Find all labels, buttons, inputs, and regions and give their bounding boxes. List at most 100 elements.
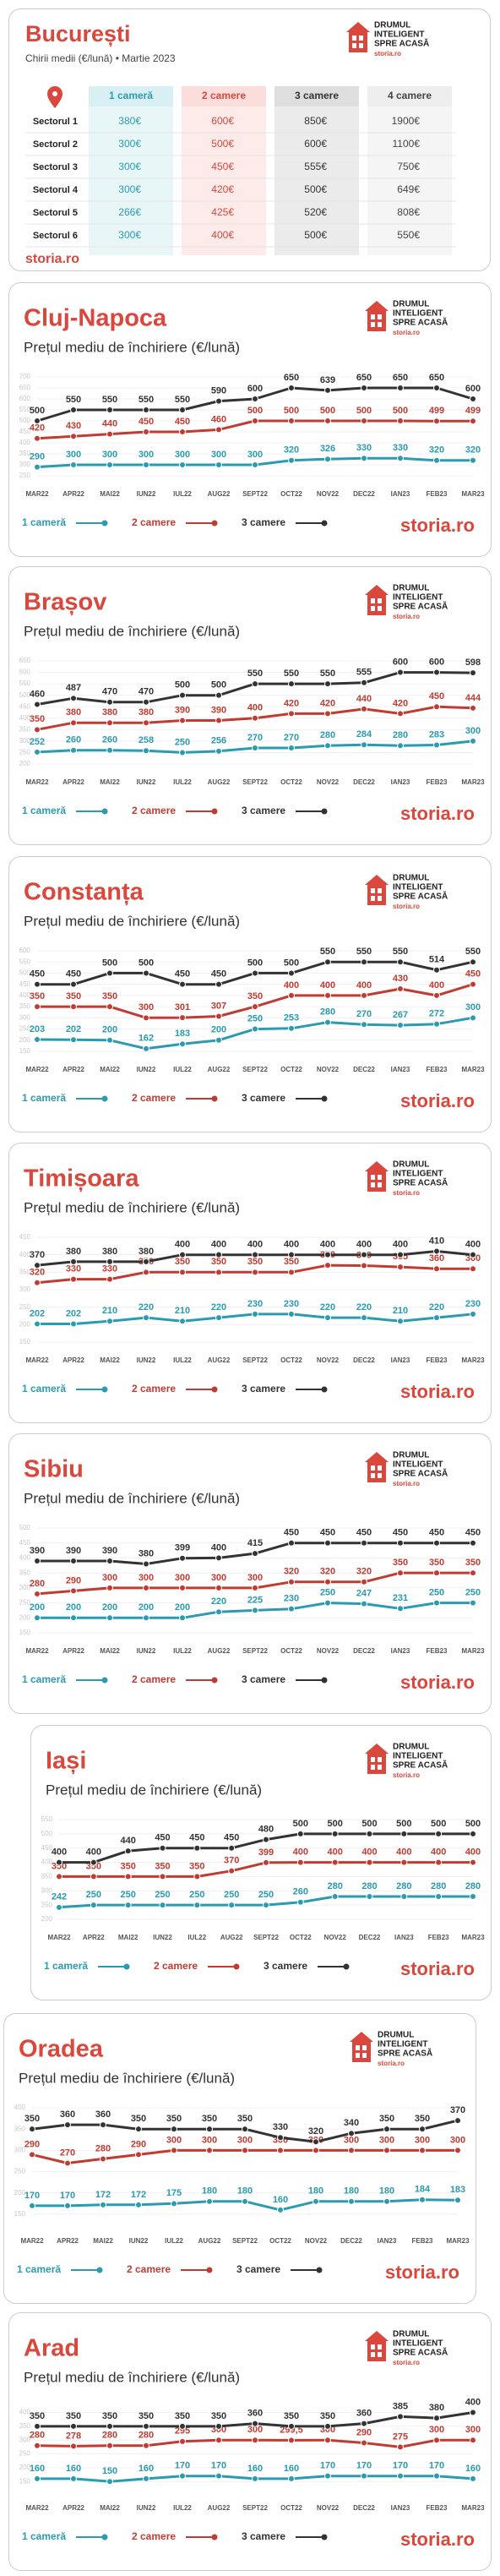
data-label: 284 (356, 729, 372, 740)
data-point (124, 1873, 132, 1880)
data-label: 450 (189, 1833, 204, 1843)
logo-small: storia.ro (393, 903, 420, 910)
data-point (433, 1247, 440, 1255)
data-label: 160 (66, 2464, 81, 2474)
data-label: 160 (247, 2464, 263, 2474)
data-point (470, 704, 476, 712)
data-point (179, 1554, 186, 1562)
data-label: 300 (211, 1573, 226, 1583)
x-tick-label: MAI22 (100, 1647, 120, 1655)
pin-dot (52, 91, 57, 96)
data-point (252, 1584, 258, 1591)
row-label: Sectorul 3 (33, 162, 78, 172)
legend-label: 2 camere (132, 1383, 176, 1394)
data-point (106, 2478, 113, 2486)
y-tick-label: 500 (19, 1524, 31, 1531)
x-tick-label: SEPT22 (242, 2504, 268, 2512)
data-label: 499 (429, 406, 444, 416)
data-point (435, 1858, 443, 1866)
row-label: Sectorul 6 (33, 231, 78, 241)
data-point (433, 1539, 440, 1547)
data-point (135, 2126, 142, 2133)
data-point (179, 717, 186, 724)
data-point (324, 991, 331, 999)
x-tick-label: IUN22 (137, 778, 156, 786)
logo-tagline: DRUMUL (393, 1743, 429, 1752)
x-tick-label: MAR22 (25, 2504, 49, 2512)
data-label: 590 (211, 386, 226, 396)
logo-tagline: INTELIGENT (393, 883, 443, 892)
x-tick-label: NOV22 (324, 1934, 347, 1941)
data-point (179, 2437, 186, 2445)
y-tick-label: 250 (41, 1901, 53, 1908)
data-label: 350 (429, 1558, 444, 1568)
data-label: 470 (139, 687, 154, 697)
data-label: 460 (211, 414, 226, 424)
data-label: 300 (415, 2135, 430, 2145)
data-label: 360 (60, 2109, 75, 2120)
y-tick-label: 450 (19, 1233, 31, 1241)
table-cell: 300€ (118, 161, 141, 172)
data-label: 360 (356, 2409, 372, 2419)
city-card: Timișoara Prețul mediu de închiriere (€/l… (8, 1143, 492, 1423)
data-label: 300 (166, 2135, 182, 2145)
data-point (366, 1858, 373, 1866)
data-label: 450 (465, 969, 481, 980)
data-label: 307 (211, 1001, 226, 1011)
data-label: 270 (356, 1009, 372, 1019)
data-label: 500 (396, 1819, 411, 1829)
x-tick-label: MAR23 (461, 1934, 485, 1941)
storia-logo: storia.ro (400, 2529, 475, 2550)
data-point (288, 1578, 295, 1585)
legend-label: 1 cameră (17, 2263, 61, 2275)
data-label: 500 (211, 680, 226, 690)
table-cell: 1900€ (392, 115, 421, 127)
data-point (470, 2475, 476, 2482)
data-label: 200 (66, 1602, 81, 1613)
data-point (70, 1036, 77, 1044)
data-point (228, 1844, 236, 1852)
data-label: 350 (66, 2411, 81, 2421)
logo-tagline: SPRE ACASĂ (374, 38, 429, 49)
data-point (179, 461, 186, 468)
data-point (100, 2121, 106, 2129)
logo-window (378, 322, 382, 327)
data-label: 300 (175, 1573, 190, 1583)
logo-window (371, 1473, 375, 1478)
y-tick-label: 300 (19, 1013, 31, 1021)
column-bg (274, 86, 359, 255)
data-label: 150 (102, 2466, 117, 2476)
x-tick-label: MAR22 (25, 778, 49, 786)
data-point (361, 1262, 367, 1269)
data-point (361, 741, 367, 749)
y-tick-label: 300 (19, 2436, 31, 2443)
data-point (470, 1310, 476, 1318)
data-label: 300 (429, 2425, 444, 2435)
data-label: 450 (224, 1833, 239, 1843)
data-label: 170 (356, 2461, 372, 2471)
data-label: 400 (327, 1847, 342, 1857)
logo-window (352, 43, 356, 48)
y-tick-label: 500 (19, 417, 31, 424)
table-cell: 550€ (397, 229, 420, 241)
data-point (34, 2475, 41, 2482)
data-point (252, 1310, 258, 1318)
data-point (470, 1893, 476, 1901)
data-label: 280 (139, 2431, 154, 2441)
data-point (433, 2437, 440, 2444)
data-point (397, 1263, 404, 1271)
x-tick-label: APR22 (62, 1356, 84, 1364)
row-label: Sectorul 1 (33, 117, 78, 127)
data-point (29, 2202, 35, 2209)
x-tick-label: FEB23 (427, 778, 448, 786)
data-point (215, 2422, 222, 2430)
x-tick-label: OCT22 (269, 2237, 291, 2245)
data-label: 550 (284, 669, 299, 679)
data-label: 450 (356, 1528, 372, 1538)
data-label: 202 (66, 1308, 81, 1318)
data-label: 170 (393, 2461, 408, 2471)
data-point (252, 396, 258, 402)
data-point (288, 418, 295, 424)
logo-tagline: SPRE ACASĂ (393, 1760, 448, 1771)
